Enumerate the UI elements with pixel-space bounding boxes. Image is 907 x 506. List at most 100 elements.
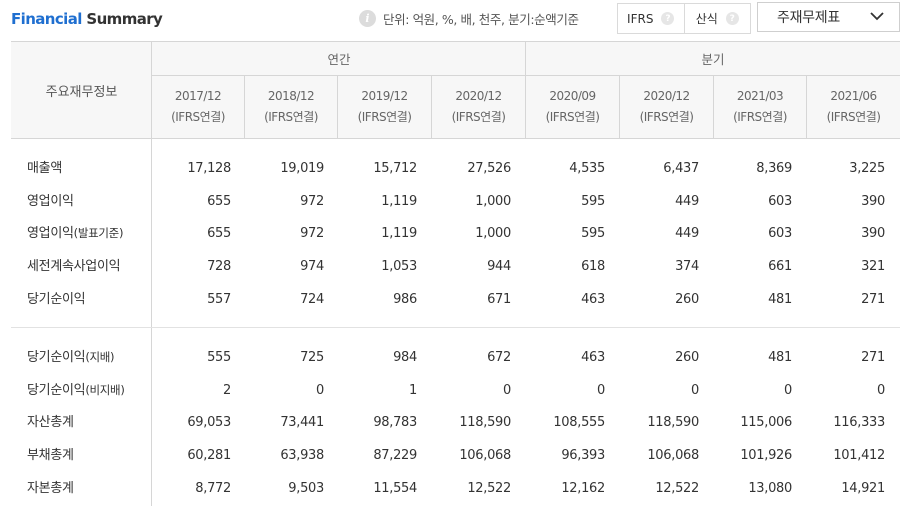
value-cell: 118,590 xyxy=(459,415,511,431)
value-cell: 3,225 xyxy=(849,161,885,176)
value-cell: 87,229 xyxy=(373,448,417,464)
row-label: 자본총계 xyxy=(27,480,74,496)
value-cell: 1 xyxy=(409,382,417,398)
value-cell: 944 xyxy=(487,259,511,275)
value-cell: 672 xyxy=(487,350,511,365)
value-cell: 0 xyxy=(503,382,511,398)
value-cell: 260 xyxy=(675,350,699,365)
value-cell: 725 xyxy=(300,350,324,365)
value-cell: 101,926 xyxy=(740,448,792,464)
help-icon[interactable]: ? xyxy=(661,12,675,25)
value-cell: 11,554 xyxy=(373,480,417,496)
row-label: 당기순이익(비지배) xyxy=(27,382,125,398)
value-cell: 27,526 xyxy=(467,161,511,176)
value-cell: 984 xyxy=(393,350,417,365)
value-cell: 724 xyxy=(300,291,324,307)
summary-header: Financial Summary i 단위: 억원, %, 배, 천주, 분기… xyxy=(0,0,907,40)
corner-label: 주요재무정보 xyxy=(45,84,118,100)
value-cell: 972 xyxy=(300,193,324,209)
period-header: 2018/12 (IFRS연결) xyxy=(264,89,318,124)
value-cell: 1,119 xyxy=(381,226,417,242)
period-header: 2019/12 (IFRS연결) xyxy=(357,89,412,124)
chevron-down-icon xyxy=(870,12,884,21)
value-cell: 0 xyxy=(784,382,792,398)
value-cell: 728 xyxy=(207,259,231,275)
value-cell: 73,441 xyxy=(280,415,324,431)
value-cell: 8,369 xyxy=(756,161,792,176)
table-row: 부채총계 60,281 63,938 87,229 106,068 96,393 106,0… xyxy=(11,439,900,472)
table-row: 당기순이익(지배) 555 725 984 672 463 260 481 271 xyxy=(11,341,900,374)
basis-toggle: IFRS? 산식? xyxy=(617,3,751,34)
value-cell: 12,162 xyxy=(561,480,605,496)
row-label: 부채총계 xyxy=(27,448,74,464)
value-cell: 106,068 xyxy=(459,448,511,464)
value-cell: 12,522 xyxy=(655,480,699,496)
table-row: 영업이익(발표기준) 655 972 1,119 1,000 595 449 603 390 xyxy=(11,217,900,250)
value-cell: 96,393 xyxy=(561,448,605,464)
row-label: 영업이익(발표기준) xyxy=(27,226,124,242)
value-cell: 390 xyxy=(861,193,885,209)
value-cell: 1,119 xyxy=(381,193,417,209)
value-cell: 17,128 xyxy=(187,161,231,176)
period-header: 2020/09 (IFRS연결) xyxy=(545,89,600,124)
value-cell: 6,437 xyxy=(663,161,699,176)
help-icon[interactable]: ? xyxy=(725,12,739,25)
value-cell: 19,019 xyxy=(280,161,324,176)
table-row: 영업이익 655 972 1,119 1,000 595 449 603 390 xyxy=(11,185,900,218)
ifrs-toggle[interactable]: IFRS? xyxy=(618,4,684,33)
table-row: 자산총계 69,053 73,441 98,783 118,590 108,555 118,… xyxy=(11,406,900,439)
value-cell: 603 xyxy=(768,193,792,209)
row-label: 당기순이익(지배) xyxy=(27,350,115,365)
period-header: 2020/12 (IFRS연결) xyxy=(451,89,506,124)
value-cell: 1,000 xyxy=(475,193,511,209)
value-cell: 374 xyxy=(675,259,699,275)
value-cell: 0 xyxy=(877,382,885,398)
value-cell: 2 xyxy=(223,382,231,398)
value-cell: 555 xyxy=(207,350,231,365)
value-cell: 390 xyxy=(861,226,885,242)
value-cell: 618 xyxy=(581,259,605,275)
period-header: 2021/06 (IFRS연결) xyxy=(826,89,881,124)
value-cell: 321 xyxy=(861,259,885,275)
value-cell: 1,000 xyxy=(475,226,511,242)
row-label: 자산총계 xyxy=(27,415,74,431)
value-cell: 13,080 xyxy=(748,480,792,496)
info-icon[interactable]: i xyxy=(359,9,376,27)
value-cell: 449 xyxy=(675,193,699,209)
value-cell: 63,938 xyxy=(280,448,324,464)
value-cell: 101,412 xyxy=(833,448,885,464)
row-label: 영업이익 xyxy=(27,193,74,209)
value-cell: 69,053 xyxy=(187,415,231,431)
value-cell: 108,555 xyxy=(553,415,605,431)
value-cell: 1,053 xyxy=(381,259,417,275)
value-cell: 4,535 xyxy=(569,161,605,176)
value-cell: 12,522 xyxy=(467,480,511,496)
table-row: 당기순이익(비지배) 2 0 1 0 0 0 0 0 xyxy=(11,374,900,407)
value-cell: 15,712 xyxy=(373,161,417,176)
value-cell: 986 xyxy=(393,291,417,307)
value-cell: 0 xyxy=(597,382,605,398)
value-cell: 271 xyxy=(861,350,885,365)
statement-select[interactable]: 주재무제표 xyxy=(757,2,900,32)
value-cell: 655 xyxy=(207,226,231,242)
group-quarter: 분기 xyxy=(701,52,725,67)
value-cell: 595 xyxy=(581,193,605,209)
group-annual: 연간 xyxy=(327,52,351,67)
value-cell: 98,783 xyxy=(373,415,417,431)
value-cell: 9,503 xyxy=(288,480,324,496)
value-cell: 595 xyxy=(581,226,605,242)
table-row: 당기순이익 557 724 986 671 463 260 481 271 xyxy=(11,283,900,316)
value-cell: 972 xyxy=(300,226,324,242)
period-header: 2020/12 (IFRS연결) xyxy=(639,89,694,124)
value-cell: 463 xyxy=(581,291,605,307)
value-cell: 115,006 xyxy=(740,415,792,431)
row-label: 세전계속사업이익 xyxy=(27,259,121,275)
value-cell: 0 xyxy=(691,382,699,398)
value-cell: 463 xyxy=(581,350,605,365)
value-cell: 14,921 xyxy=(841,480,885,496)
formula-toggle[interactable]: 산식? xyxy=(683,4,751,33)
value-cell: 8,772 xyxy=(195,480,231,496)
unit-info: i 단위: 억원, %, 배, 천주, 분기:순액기준 xyxy=(359,8,579,28)
value-cell: 449 xyxy=(675,226,699,242)
value-cell: 481 xyxy=(768,350,792,365)
